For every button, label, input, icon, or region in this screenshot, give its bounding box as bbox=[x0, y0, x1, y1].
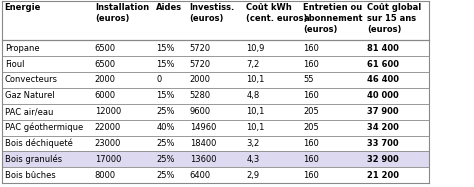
Text: Convecteurs: Convecteurs bbox=[5, 75, 58, 85]
Text: 4,3: 4,3 bbox=[246, 155, 260, 164]
Text: 21 200: 21 200 bbox=[367, 171, 400, 180]
Text: 3,2: 3,2 bbox=[246, 139, 260, 148]
Text: PAC géothermique: PAC géothermique bbox=[5, 123, 83, 132]
Text: 81 400: 81 400 bbox=[367, 44, 399, 53]
Text: Investiss.
(euros): Investiss. (euros) bbox=[190, 3, 235, 23]
Text: Fioul: Fioul bbox=[5, 59, 24, 69]
Text: 25%: 25% bbox=[156, 171, 175, 180]
Text: 10,9: 10,9 bbox=[246, 44, 265, 53]
Text: 9600: 9600 bbox=[190, 107, 211, 116]
Text: 6500: 6500 bbox=[95, 59, 116, 69]
Bar bbox=[2, 72, 429, 88]
Bar bbox=[2, 56, 429, 72]
Text: 61 600: 61 600 bbox=[367, 59, 400, 69]
Text: 32 900: 32 900 bbox=[367, 155, 399, 164]
Text: 34 200: 34 200 bbox=[367, 123, 399, 132]
Bar bbox=[2, 136, 429, 151]
Text: Propane: Propane bbox=[5, 44, 39, 53]
Text: 2000: 2000 bbox=[190, 75, 210, 85]
Bar bbox=[2, 151, 429, 167]
Bar bbox=[2, 88, 429, 104]
Text: Energie: Energie bbox=[5, 3, 41, 12]
Text: 40 000: 40 000 bbox=[367, 91, 399, 100]
Text: Coût kWh
(cent. euros): Coût kWh (cent. euros) bbox=[246, 3, 308, 23]
Text: 40%: 40% bbox=[156, 123, 175, 132]
Text: PAC air/eau: PAC air/eau bbox=[5, 107, 53, 116]
Text: Coût global
sur 15 ans
(euros): Coût global sur 15 ans (euros) bbox=[367, 3, 421, 34]
Text: Bois déchiqueté: Bois déchiqueté bbox=[5, 139, 73, 148]
Text: 13600: 13600 bbox=[190, 155, 216, 164]
Text: 10,1: 10,1 bbox=[246, 75, 265, 85]
Text: Entretien ou
abonnement
(euros): Entretien ou abonnement (euros) bbox=[303, 3, 363, 34]
Text: 14960: 14960 bbox=[190, 123, 216, 132]
Text: 2000: 2000 bbox=[95, 75, 116, 85]
Text: 46 400: 46 400 bbox=[367, 75, 400, 85]
Text: 8000: 8000 bbox=[95, 171, 116, 180]
Text: Installation
(euros): Installation (euros) bbox=[95, 3, 149, 23]
Text: Bois bûches: Bois bûches bbox=[5, 171, 55, 180]
Text: 160: 160 bbox=[303, 139, 319, 148]
Text: 17000: 17000 bbox=[95, 155, 121, 164]
Text: 4,8: 4,8 bbox=[246, 91, 260, 100]
Bar bbox=[2, 104, 429, 120]
Text: 10,1: 10,1 bbox=[246, 123, 265, 132]
Bar bbox=[2, 167, 429, 183]
Text: 160: 160 bbox=[303, 44, 319, 53]
Text: 10,1: 10,1 bbox=[246, 107, 265, 116]
Text: 5720: 5720 bbox=[190, 44, 211, 53]
Text: Gaz Naturel: Gaz Naturel bbox=[5, 91, 55, 100]
Text: 205: 205 bbox=[303, 107, 319, 116]
Text: 160: 160 bbox=[303, 59, 319, 69]
Text: 55: 55 bbox=[303, 75, 314, 85]
Text: 205: 205 bbox=[303, 123, 319, 132]
Text: 33 700: 33 700 bbox=[367, 139, 399, 148]
Bar bbox=[2, 120, 429, 136]
Text: 6500: 6500 bbox=[95, 44, 116, 53]
Text: 15%: 15% bbox=[156, 44, 175, 53]
Text: Bois granulés: Bois granulés bbox=[5, 155, 62, 164]
Text: 37 900: 37 900 bbox=[367, 107, 399, 116]
Text: 25%: 25% bbox=[156, 107, 175, 116]
Text: Aides: Aides bbox=[156, 3, 182, 12]
Text: 2,9: 2,9 bbox=[246, 171, 260, 180]
Text: 15%: 15% bbox=[156, 59, 175, 69]
Text: 5280: 5280 bbox=[190, 91, 211, 100]
Text: 25%: 25% bbox=[156, 155, 175, 164]
Text: 25%: 25% bbox=[156, 139, 175, 148]
Bar bbox=[2, 40, 429, 56]
Text: 160: 160 bbox=[303, 155, 319, 164]
Text: 15%: 15% bbox=[156, 91, 175, 100]
Text: 160: 160 bbox=[303, 91, 319, 100]
Text: 12000: 12000 bbox=[95, 107, 121, 116]
Text: 5720: 5720 bbox=[190, 59, 211, 69]
Text: 22000: 22000 bbox=[95, 123, 121, 132]
Text: 23000: 23000 bbox=[95, 139, 121, 148]
Text: 6000: 6000 bbox=[95, 91, 116, 100]
Text: 7,2: 7,2 bbox=[246, 59, 260, 69]
Text: 18400: 18400 bbox=[190, 139, 216, 148]
Text: 0: 0 bbox=[156, 75, 162, 85]
Text: 160: 160 bbox=[303, 171, 319, 180]
Text: 6400: 6400 bbox=[190, 171, 211, 180]
